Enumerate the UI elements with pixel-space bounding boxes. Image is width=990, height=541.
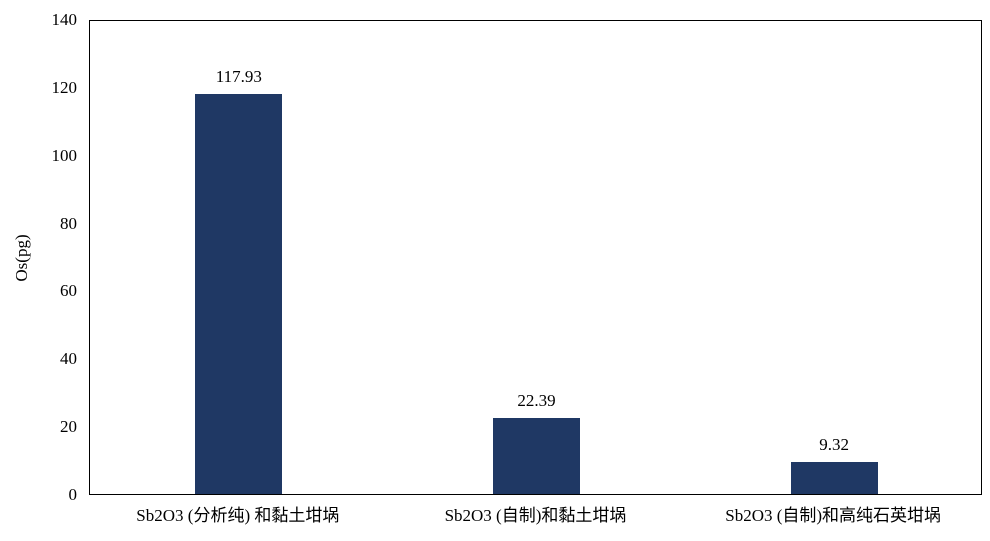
y-axis-title: Os(pg) bbox=[12, 233, 31, 282]
y-tick-label: 0 bbox=[68, 485, 78, 504]
y-tick-label: 60 bbox=[60, 281, 77, 301]
y-tick-label: 80 bbox=[60, 213, 77, 233]
bar-value-label: 9.32 bbox=[819, 435, 850, 455]
y-tick-label: 20 bbox=[60, 417, 77, 437]
bar-value-label: 22.39 bbox=[517, 391, 556, 411]
x-category-label: Sb2O3 (自制)和高纯石英坩埚 bbox=[725, 506, 942, 525]
bar-1 bbox=[195, 93, 283, 494]
y-tick-label: 140 bbox=[51, 10, 78, 29]
y-tick-label: 100 bbox=[51, 145, 78, 165]
y-tick-label: 120 bbox=[51, 77, 78, 97]
bar-2 bbox=[493, 418, 580, 494]
x-category-label: Sb2O3 (自制)和黏土坩埚 bbox=[444, 506, 627, 525]
x-category-label: Sb2O3 (分析纯) 和黏土坩埚 bbox=[136, 506, 340, 525]
y-tick-label: 40 bbox=[60, 349, 77, 369]
bar-3 bbox=[790, 462, 878, 494]
bar-value-label: 117.93 bbox=[215, 66, 262, 86]
plot-area: 117.93 22.39 9.32 bbox=[89, 20, 982, 495]
